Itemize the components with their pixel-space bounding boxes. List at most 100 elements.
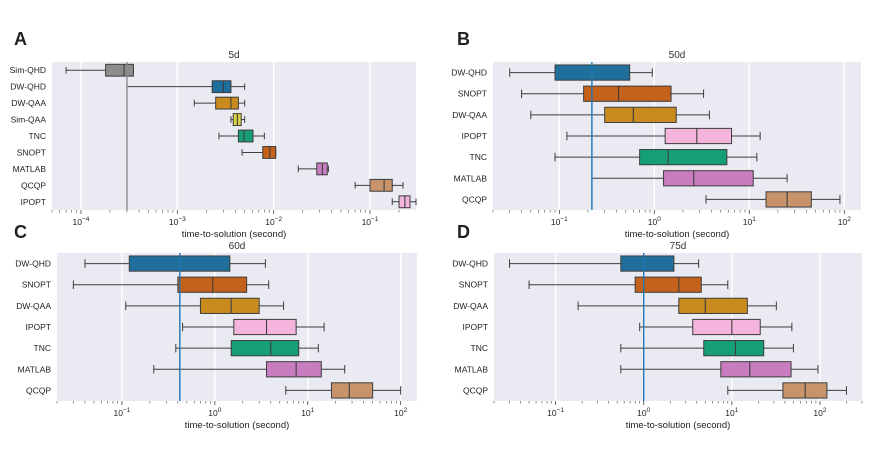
box-sim-qaa <box>230 113 246 126</box>
box-qcqp <box>727 382 847 399</box>
iqr-box <box>620 255 675 272</box>
category-label: QCQP <box>463 385 488 395</box>
iqr-box <box>105 63 134 77</box>
iqr-box <box>583 85 672 102</box>
iqr-box <box>663 170 754 187</box>
box-snopt <box>528 276 729 293</box>
category-label: MATLAB <box>455 364 489 374</box>
category-label: DW-QAA <box>453 301 488 311</box>
iqr-box <box>604 106 677 123</box>
category-label: QCQP <box>26 385 51 395</box>
tick-label: 101 <box>743 216 756 227</box>
tick-label: 10−2 <box>265 216 282 227</box>
box-ipopt <box>566 127 761 145</box>
category-label: DW-QHD <box>15 259 51 269</box>
iqr-box <box>230 340 300 357</box>
box-qcqp <box>285 382 402 399</box>
category-label: TNC <box>471 343 488 353</box>
iqr-box <box>211 80 232 94</box>
tick-label: 10−3 <box>169 216 186 227</box>
category-label: DW-QAA <box>452 110 487 120</box>
box-tnc <box>620 340 794 357</box>
box-sim-qhd <box>65 63 134 77</box>
tick-label: 10−4 <box>73 216 90 227</box>
box-tnc <box>554 149 758 166</box>
iqr-box <box>266 361 322 378</box>
panel-title: 5d <box>228 50 239 61</box>
iqr-box <box>720 361 792 378</box>
box-tnc <box>175 340 319 357</box>
panel-label: D <box>457 222 470 242</box>
category-label: IPOPT <box>20 197 46 207</box>
category-label: Sim-QAA <box>11 115 47 125</box>
x-axis-label: time-to-solution (second) <box>625 229 730 240</box>
iqr-box <box>634 276 702 293</box>
iqr-box <box>678 297 748 314</box>
x-axis-label: time-to-solution (second) <box>626 420 731 431</box>
tick-label: 10−1 <box>551 216 568 227</box>
tick-label: 100 <box>637 407 650 418</box>
panel-label: B <box>457 29 470 49</box>
box-ipopt <box>182 318 325 336</box>
category-label: DW-QAA <box>16 301 51 311</box>
iqr-box <box>765 191 812 208</box>
box-qcqp <box>705 191 841 208</box>
category-label: TNC <box>470 152 487 162</box>
panel-title: 50d <box>669 50 686 61</box>
category-label: SNOPT <box>459 280 488 290</box>
category-label: DW-QHD <box>452 259 488 269</box>
box-tnc <box>218 129 265 143</box>
iqr-box <box>664 127 733 145</box>
box-dw-qaa <box>577 297 777 314</box>
panel-a: A 10−4 10−3 10−2 10−1 5d time-to-solution (sec… <box>10 29 417 240</box>
tick-label: 10−1 <box>113 407 130 418</box>
iqr-box <box>369 178 393 192</box>
tick-label: 102 <box>813 407 826 418</box>
tick-label: 102 <box>838 216 851 227</box>
box-ipopt <box>391 195 417 209</box>
box-qcqp <box>354 178 404 192</box>
category-label: MATLAB <box>454 173 488 183</box>
category-label: SNOPT <box>458 89 487 99</box>
category-label: QCQP <box>462 194 487 204</box>
category-label: IPOPT <box>461 131 487 141</box>
panel-b: B 10−1 100 101 102 50d time-to-solution (secon… <box>451 29 861 240</box>
category-label: MATLAB <box>13 164 47 174</box>
box-matlab <box>591 170 788 187</box>
panel-title: 75d <box>670 241 687 252</box>
tick-label: 100 <box>208 407 221 418</box>
box-matlab <box>297 162 329 176</box>
box-snopt <box>72 276 270 293</box>
box-dw-qaa <box>530 106 710 123</box>
iqr-box <box>237 129 254 143</box>
iqr-box <box>215 96 239 110</box>
box-ipopt <box>639 318 793 336</box>
panel-title: 60d <box>229 241 246 252</box>
box-matlab <box>620 361 819 378</box>
tick-label: 100 <box>648 216 661 227</box>
category-label: DW-QHD <box>451 68 487 78</box>
panel-label: C <box>14 222 27 242</box>
category-label: TNC <box>29 131 46 141</box>
tick-label: 10−1 <box>362 216 379 227</box>
iqr-box <box>639 149 728 166</box>
x-axis-label: time-to-solution (second) <box>182 229 287 240</box>
iqr-box <box>703 340 765 357</box>
category-label: QCQP <box>21 180 46 190</box>
category-label: TNC <box>34 343 51 353</box>
category-label: DW-QAA <box>11 98 46 108</box>
box-dw-qhd <box>126 80 246 94</box>
box-snopt <box>521 85 705 102</box>
category-label: DW-QHD <box>10 82 46 92</box>
category-label: SNOPT <box>17 147 46 157</box>
category-label: IPOPT <box>462 322 488 332</box>
iqr-box <box>199 297 260 314</box>
box-matlab <box>153 361 346 378</box>
panel-label: A <box>14 29 27 49</box>
x-axis-label: time-to-solution (second) <box>185 420 290 431</box>
tick-label: 101 <box>725 407 738 418</box>
iqr-box <box>330 382 374 399</box>
iqr-box <box>692 318 761 336</box>
